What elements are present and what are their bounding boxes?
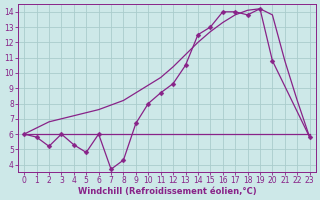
X-axis label: Windchill (Refroidissement éolien,°C): Windchill (Refroidissement éolien,°C) xyxy=(77,187,256,196)
